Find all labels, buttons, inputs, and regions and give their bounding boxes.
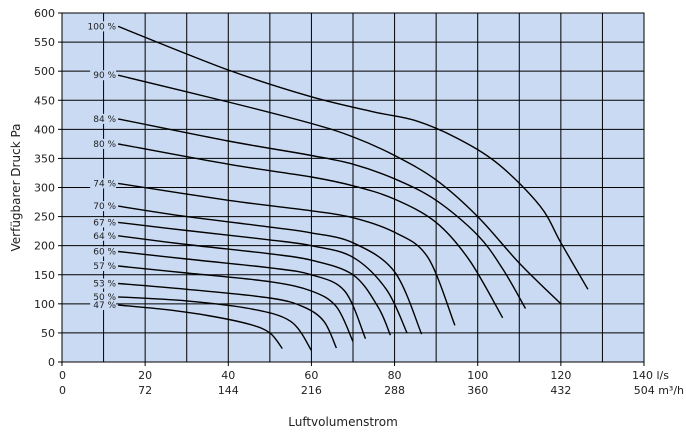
series-curve <box>117 143 504 319</box>
series-label-bg <box>90 113 117 124</box>
series-label-bg <box>90 291 117 302</box>
series-label: 74 % <box>93 179 116 189</box>
series-label: 53 % <box>93 279 116 289</box>
series-label-bg <box>90 201 117 212</box>
series-label: 57 % <box>93 262 116 272</box>
series-label-bg <box>90 21 117 32</box>
series-curve <box>117 25 589 290</box>
series-curve <box>118 250 367 339</box>
series-label-bg <box>90 246 117 257</box>
series-curve <box>118 282 338 349</box>
series-curve <box>117 182 456 326</box>
x-tick-label-ls: 80 <box>388 369 402 382</box>
series-label: 60 % <box>93 247 116 257</box>
series-label-bg <box>90 278 117 289</box>
y-axis-title: Verfügbarer Druck Pa <box>9 123 23 251</box>
x-tick-label-m3h: 360 <box>467 384 488 397</box>
series-label: 70 % <box>93 202 116 212</box>
y-tick-label: 500 <box>34 65 55 78</box>
series-curve <box>117 74 562 305</box>
series-label: 84 % <box>93 115 116 125</box>
series-label-bg <box>90 217 117 228</box>
series-label: 67 % <box>93 218 116 228</box>
x-tick-label-m3h: 504 m³/h <box>634 384 684 397</box>
series-curve <box>118 221 408 334</box>
x-tick-label-m3h: 0 <box>59 384 66 397</box>
y-tick-label: 450 <box>34 94 55 107</box>
series-label-bg <box>90 230 117 241</box>
y-tick-label: 100 <box>34 298 55 311</box>
series-label: 64 % <box>93 232 116 242</box>
x-tick-label-ls: 40 <box>221 369 235 382</box>
x-axis-ticks-ls: 0 20 40 60 80 100 120 140 l/s <box>59 362 669 382</box>
y-tick-label: 600 <box>34 7 55 20</box>
y-tick-label: 400 <box>34 123 55 136</box>
x-tick-label-m3h: 72 <box>138 384 152 397</box>
series-curve <box>118 265 354 342</box>
series-curve <box>117 205 423 335</box>
series-label: 90 % <box>93 71 116 81</box>
y-tick-label: 550 <box>34 36 55 49</box>
series-label: 80 % <box>93 140 116 150</box>
series-curve <box>118 296 312 351</box>
x-axis-ticks-m3h: 0 72 144 216 288 360 432 504 m³/h <box>59 384 684 397</box>
x-tick-label-ls: 100 <box>467 369 488 382</box>
x-tick-label-ls: 0 <box>59 369 66 382</box>
series-curve <box>118 235 392 336</box>
series-label: 100 % <box>88 22 117 32</box>
series-label-bg <box>90 138 117 149</box>
series-curves <box>117 25 589 351</box>
x-tick-label-m3h: 144 <box>218 384 239 397</box>
series-curve <box>117 118 527 309</box>
y-tick-label: 350 <box>34 152 55 165</box>
y-tick-label: 200 <box>34 240 55 253</box>
x-tick-label-m3h: 432 <box>550 384 571 397</box>
y-tick-label: 0 <box>48 356 55 369</box>
series-label: 50 % <box>93 293 116 303</box>
series-curve <box>118 304 283 350</box>
y-tick-label: 50 <box>41 327 55 340</box>
series-labels: 100 % 90 % 84 % 80 % 74 % 70 % 67 % 64 % 60 % 57 … <box>88 21 117 311</box>
series-label-bg <box>90 178 117 189</box>
x-tick-label-m3h: 288 <box>384 384 405 397</box>
series-label-bg <box>90 261 117 272</box>
y-tick-label: 250 <box>34 211 55 224</box>
y-tick-label: 150 <box>34 269 55 282</box>
y-tick-label: 300 <box>34 182 55 195</box>
series-label-bg <box>90 299 117 310</box>
x-tick-label-m3h: 216 <box>301 384 322 397</box>
x-tick-label-ls: 140 l/s <box>632 369 669 382</box>
series-label-bg <box>90 70 117 81</box>
x-tick-label-ls: 60 <box>304 369 318 382</box>
x-axis-title: Luftvolumenstrom <box>288 415 398 429</box>
x-tick-label-ls: 20 <box>138 369 152 382</box>
series-label: 47 % <box>93 301 116 311</box>
x-tick-label-ls: 120 <box>550 369 571 382</box>
y-axis-ticks: 0 50 100 150 200 250 300 350 400 450 500 550 600 <box>34 7 62 369</box>
